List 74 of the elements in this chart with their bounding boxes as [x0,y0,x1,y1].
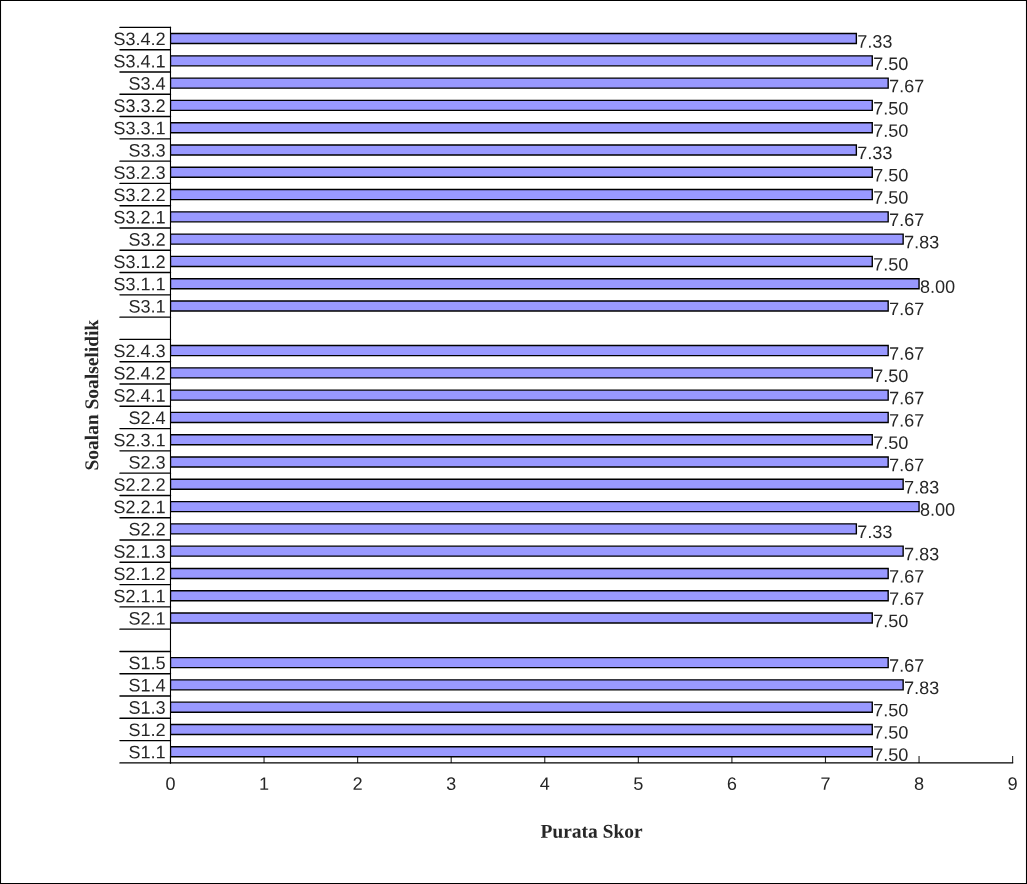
y-axis-title: Soalan Soalselidik [84,319,99,470]
x-tick-label: 5 [634,777,643,791]
data-label: 8.00 [920,280,955,294]
y-tick-label: S3.3 [129,143,165,157]
y-tick-label: S2.2 [129,522,165,536]
y-tick-label: S2.1 [129,611,165,625]
y-tick-label: S3.3.2 [114,99,165,113]
y-tick-label: S2.4.1 [114,389,165,402]
data-label: 7.67 [890,659,924,672]
x-tick-label: 8 [914,777,924,791]
data-label: 7.67 [890,79,924,93]
y-tick-label: S3.1 [129,299,165,313]
data-label: 7.67 [890,347,924,360]
data-label: 7.33 [858,35,892,48]
y-tick-label: S3.4.1 [114,54,165,68]
data-label: 7.67 [890,302,924,316]
y-tick-label: S2.4.2 [114,366,165,380]
y-tick-label: S1.2 [129,723,165,737]
x-tick-label: 9 [1008,777,1017,791]
y-tick-label: S3.2.2 [114,188,165,202]
data-label: 7.67 [890,592,924,606]
data-label: 7.50 [874,614,908,628]
y-tick-label: S1.3 [129,701,165,714]
y-tick-label: S3.1.2 [114,255,165,269]
data-label: 7.50 [874,168,908,182]
x-tick-label: 0 [166,777,175,791]
y-tick-label: S2.1.2 [114,567,165,581]
y-tick-label: S2.1.1 [114,589,165,603]
data-label: 7.33 [858,525,892,539]
y-tick-label: S3.2.1 [114,210,165,224]
y-tick-label: S2.4.3 [114,344,165,358]
data-label: 7.67 [890,458,924,472]
x-tick-label: 2 [353,777,362,790]
data-label: 7.50 [874,703,908,717]
x-axis-title: Purata Skor [540,824,643,838]
x-tick-label: 4 [540,777,550,790]
y-tick-label: S1.1 [129,745,165,759]
data-label: 7.83 [905,235,939,249]
y-tick-label: S3.4.2 [114,32,165,46]
data-label: 7.83 [905,681,939,695]
data-label: 7.33 [858,146,892,160]
y-tick-label: S3.3.1 [114,121,165,135]
x-tick-label: 3 [446,777,456,791]
y-tick-label: S2.2.2 [114,478,165,492]
y-tick-label: S3.2 [129,233,165,246]
data-label: 7.67 [890,569,924,583]
y-tick-label: S2.3 [129,455,165,469]
data-label: 7.50 [874,369,908,383]
data-label: 7.50 [874,101,908,115]
x-tick-label: 7 [821,777,830,790]
y-tick-label: S1.5 [129,656,165,670]
y-tick-label: S2.4 [129,411,166,425]
y-tick-label: S3.1.1 [114,277,165,291]
data-label: 7.67 [890,413,924,427]
y-tick-label: S2.1.3 [114,545,165,558]
data-label: 7.83 [905,480,939,494]
y-tick-label: S3.2.3 [114,166,165,179]
data-label: 7.50 [874,191,908,204]
data-label: 7.50 [874,124,908,137]
y-tick-label: S2.3.1 [114,433,165,447]
x-tick-label: 6 [727,777,737,791]
data-label: 7.50 [874,257,908,271]
data-label: 7.83 [905,547,939,561]
y-tick-label: S2.2.1 [114,500,165,514]
data-label: 7.50 [874,57,908,71]
data-label: 7.67 [890,391,924,405]
data-label: 7.50 [874,748,908,762]
data-label: 7.67 [890,213,924,227]
y-tick-label: S3.4 [129,77,166,90]
y-tick-label: S1.4 [129,678,166,692]
data-label: 7.50 [874,725,908,739]
x-tick-label: 1 [260,777,269,790]
data-label: 7.50 [874,436,908,450]
data-label: 8.00 [920,503,955,516]
